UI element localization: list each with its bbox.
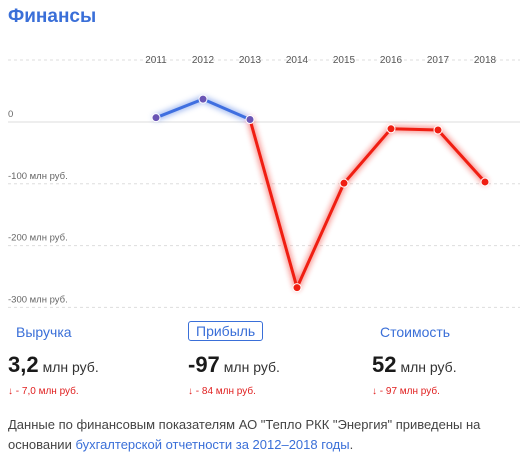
profit-unit: млн руб. bbox=[223, 359, 280, 375]
value-metric: 52 млн руб. bbox=[372, 352, 457, 378]
section-title: Финансы bbox=[8, 6, 97, 27]
data-point bbox=[292, 283, 302, 293]
value-value: 52 bbox=[372, 352, 397, 377]
profit-metric: -97 млн руб. bbox=[188, 352, 280, 378]
report-link[interactable]: бухгалтерской отчетности за 2012–2018 го… bbox=[75, 437, 350, 452]
profit-line-chart: 0 -100 млн руб. -200 млн руб. -300 млн руб.… bbox=[8, 55, 520, 308]
y-tick-label: -300 млн руб. bbox=[8, 294, 68, 305]
x-tick-label: 2012 bbox=[192, 55, 215, 66]
x-tick-label: 2013 bbox=[239, 55, 262, 66]
data-point bbox=[480, 177, 490, 187]
footnote: Данные по финансовым показателям АО "Теп… bbox=[8, 415, 520, 455]
value-unit: млн руб. bbox=[400, 359, 457, 375]
data-point bbox=[339, 178, 349, 188]
revenue-metric: 3,2 млн руб. bbox=[8, 352, 99, 378]
revenue-value: 3,2 bbox=[8, 352, 39, 377]
series-segment bbox=[389, 127, 440, 132]
x-tick-label: 2017 bbox=[427, 55, 450, 66]
series-segment bbox=[436, 128, 487, 184]
x-tick-label: 2011 bbox=[145, 55, 167, 66]
tab-value[interactable]: Стоимость bbox=[380, 324, 451, 340]
profit-value: -97 bbox=[188, 352, 220, 377]
profit-delta: ↓ - 84 млн руб. bbox=[188, 386, 256, 397]
y-tick-label: 0 bbox=[8, 109, 13, 120]
y-tick-label: -100 млн руб. bbox=[8, 171, 68, 182]
series-segment bbox=[154, 97, 205, 120]
value-delta: ↓ - 97 млн руб. bbox=[372, 386, 440, 397]
series-segment bbox=[342, 127, 393, 185]
revenue-unit: млн руб. bbox=[42, 359, 99, 375]
x-tick-label: 2016 bbox=[380, 55, 403, 66]
series-segment bbox=[248, 118, 299, 290]
y-tick-label: -200 млн руб. bbox=[8, 233, 68, 244]
data-point bbox=[386, 124, 396, 134]
data-point bbox=[151, 113, 161, 123]
data-point bbox=[433, 125, 443, 135]
revenue-delta: ↓ - 7,0 млн руб. bbox=[8, 386, 79, 397]
x-tick-label: 2014 bbox=[286, 55, 309, 66]
tab-revenue[interactable]: Выручка bbox=[16, 324, 72, 340]
data-point bbox=[198, 94, 208, 104]
series-segment bbox=[201, 97, 252, 122]
data-point bbox=[245, 115, 255, 125]
x-tick-label: 2018 bbox=[474, 55, 497, 66]
series-segment bbox=[295, 181, 346, 290]
x-tick-label: 2015 bbox=[333, 55, 356, 66]
tab-profit[interactable]: Прибыль bbox=[188, 321, 264, 341]
footnote-end: . bbox=[349, 437, 354, 452]
footnote-text: Данные по финансовым показателям АО "Теп… bbox=[8, 417, 481, 452]
